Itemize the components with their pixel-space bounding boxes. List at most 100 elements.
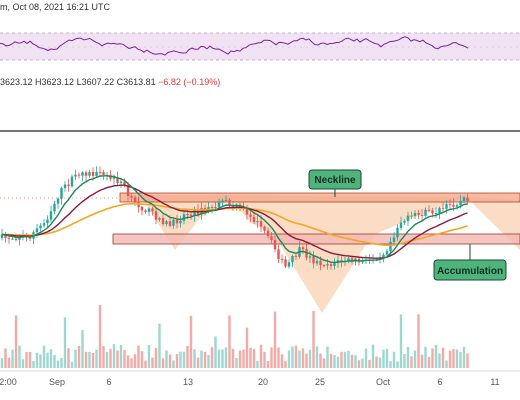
volume-bar (266, 361, 270, 368)
volume-bar (235, 357, 238, 368)
candle (280, 254, 284, 264)
candle-body (406, 215, 410, 222)
candle-body (214, 207, 217, 209)
candle-body (420, 214, 424, 216)
candle (60, 186, 63, 205)
candle-body (172, 219, 175, 226)
accumulation-callout: Accumulation (433, 244, 507, 281)
candle-body (81, 172, 84, 176)
volume-bar (392, 351, 396, 368)
candle (88, 169, 91, 178)
volume-bar (445, 360, 448, 368)
candle (53, 200, 56, 214)
volume-bar (175, 354, 179, 368)
volume-bar (196, 357, 200, 368)
candle (4, 231, 7, 243)
pattern-layer (0, 192, 520, 313)
candle-body (231, 205, 235, 207)
candle-body (413, 213, 417, 217)
candle-body (77, 174, 81, 176)
candle-body (102, 171, 105, 176)
volume-bar (270, 347, 273, 368)
volume-bar (319, 353, 322, 368)
candle-body (126, 185, 130, 196)
candle-body (46, 219, 49, 224)
candle (228, 198, 231, 209)
volume-bar (203, 351, 207, 368)
volume-bars (0, 305, 469, 368)
volume-bar (67, 348, 70, 368)
volume-bar (410, 356, 413, 368)
volume-bar (88, 351, 91, 368)
volume-bar (301, 348, 305, 368)
candle (256, 215, 259, 228)
candle-body (67, 184, 70, 187)
volume-bar (354, 355, 357, 368)
volume-bar (172, 360, 175, 368)
chart-datetime: m, Oct 08, 2021 16:21 UTC (0, 2, 111, 12)
candle (95, 166, 98, 178)
candle-body (154, 211, 158, 220)
candle-body (116, 177, 119, 184)
volume-bar (249, 347, 252, 368)
volume-bar (144, 360, 147, 368)
candle-body (308, 256, 312, 258)
volume-bar (329, 353, 333, 368)
candle-body (431, 210, 434, 214)
candle-body (266, 230, 270, 237)
volume-bar (431, 348, 434, 368)
candle-body (448, 204, 452, 206)
volume-bar (207, 354, 210, 368)
candle-body (151, 208, 154, 212)
candle (151, 206, 154, 216)
candle-body (133, 197, 137, 202)
volume-bar (462, 346, 466, 368)
volume-bar (256, 360, 259, 368)
volume-bar (165, 350, 168, 368)
volume-bar (280, 354, 284, 368)
candle (42, 219, 46, 228)
candle-body (7, 237, 11, 239)
candle-body (263, 226, 266, 231)
candle (385, 248, 389, 256)
candle (77, 172, 81, 179)
ema-mid-line (1, 184, 468, 259)
candle-body (459, 201, 462, 206)
candle-body (189, 214, 193, 217)
candle-body (95, 171, 98, 176)
candle-body (301, 247, 305, 250)
volume-bar (105, 351, 109, 368)
candle-body (455, 205, 459, 207)
candle-body (186, 214, 189, 216)
candle (217, 198, 221, 209)
volume-bar (273, 311, 277, 368)
volume-bar (277, 347, 280, 368)
candle-body (396, 227, 399, 238)
candle-body (35, 228, 39, 233)
candle-body (49, 211, 53, 220)
volume-bar (413, 350, 417, 368)
time-axis-labels: 2:00 Sep 6 13 20 25 Oct 6 11 (0, 377, 500, 387)
candle-body (294, 255, 298, 257)
candle-body (445, 204, 448, 209)
candle (245, 204, 249, 220)
candle (396, 224, 399, 241)
candle-body (147, 208, 151, 213)
candle-body (319, 260, 322, 266)
candle (266, 227, 270, 239)
volume-bar (231, 348, 235, 368)
volume-bar (417, 314, 420, 368)
volume-bar (158, 323, 161, 368)
volume-bar (427, 357, 431, 368)
volume-bar (46, 352, 49, 368)
candle-body (245, 209, 249, 215)
candle (67, 179, 70, 192)
candle (56, 197, 60, 209)
x-tick-label: 20 (258, 377, 268, 387)
candle (427, 205, 431, 213)
candle-body (18, 237, 21, 240)
candle-body (399, 222, 403, 228)
volume-bar (312, 311, 315, 368)
candle-body (175, 219, 179, 224)
